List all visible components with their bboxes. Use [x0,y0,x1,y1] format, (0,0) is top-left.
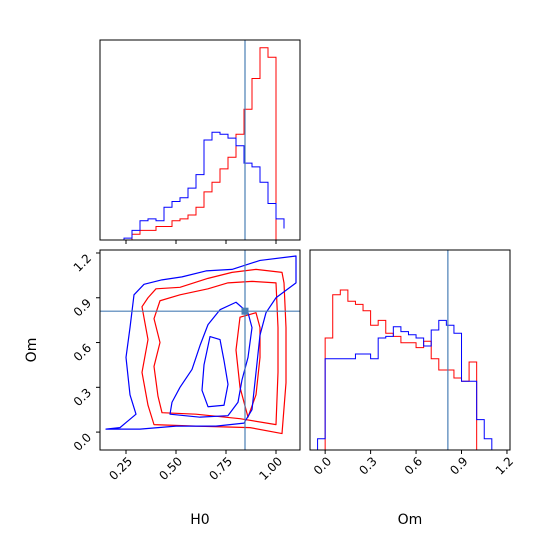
om-x-ticks: 0.0 0.3 0.6 0.9 1.2 [311,450,516,478]
h0-histogram-red [108,47,284,241]
om-histogram-blue [317,319,493,450]
joint-contour-blue-3 [105,255,297,430]
om-x-tick-label: 0.3 [356,454,379,477]
joint-y-tick-label: 0.0 [71,430,94,453]
h0-marginal-frame [99,39,301,241]
joint-x-tick-label: 0.50 [156,454,185,483]
joint-frame [99,249,301,451]
joint-contour-red-1 [153,280,279,426]
om-x-axis-label: Om [398,512,423,528]
om-x-tick-label: 1.2 [493,454,516,477]
om-x-tick-label: 0.9 [447,454,470,477]
joint-contour-blue-4 [169,301,253,418]
joint-y-tick-label: 0.3 [71,386,94,409]
joint-y-tick-label: 1.2 [71,251,94,274]
joint-y-tick-label: 0.6 [71,341,94,364]
joint-x-axis-label: H0 [190,512,209,528]
joint-contour-blue-5 [201,335,229,408]
om-histogram-red [317,289,492,451]
h0-histogram-blue [108,131,285,241]
joint-x-ticks: 0.25 0.50 0.75 1.00 [106,450,285,483]
h0-marginal-ticks [125,240,277,244]
joint-x-tick-label: 0.25 [106,454,135,483]
om-histogram-blue-step [317,319,493,450]
joint-y-tick-label: 0.9 [71,296,94,319]
joint-y-ticks: 0.0 0.3 0.6 0.9 1.2 [71,251,100,454]
joint-panel: 0.25 0.50 0.75 1.00 0.0 0.3 0.6 0.9 1.2 H0 Om [24,249,301,528]
joint-truth-marker [241,307,249,315]
joint-x-tick-label: 0.75 [206,454,235,483]
h0-marginal-panel [99,39,301,244]
joint-x-tick-label: 1.00 [256,454,285,483]
h0-histogram-red-step [108,47,284,241]
joint-y-axis-label: Om [24,338,40,363]
om-x-tick-label: 0.6 [402,454,425,477]
om-histogram-red-step [317,289,492,451]
h0-histogram-blue-step [108,131,285,241]
om-marginal-frame [309,249,511,451]
om-marginal-panel: 0.0 0.3 0.6 0.9 1.2 Om [309,249,516,528]
om-x-tick-label: 0.0 [311,454,334,477]
joint-contours [105,255,297,435]
joint-contour-red-2 [235,312,261,418]
joint-contour-red-0 [141,268,287,435]
